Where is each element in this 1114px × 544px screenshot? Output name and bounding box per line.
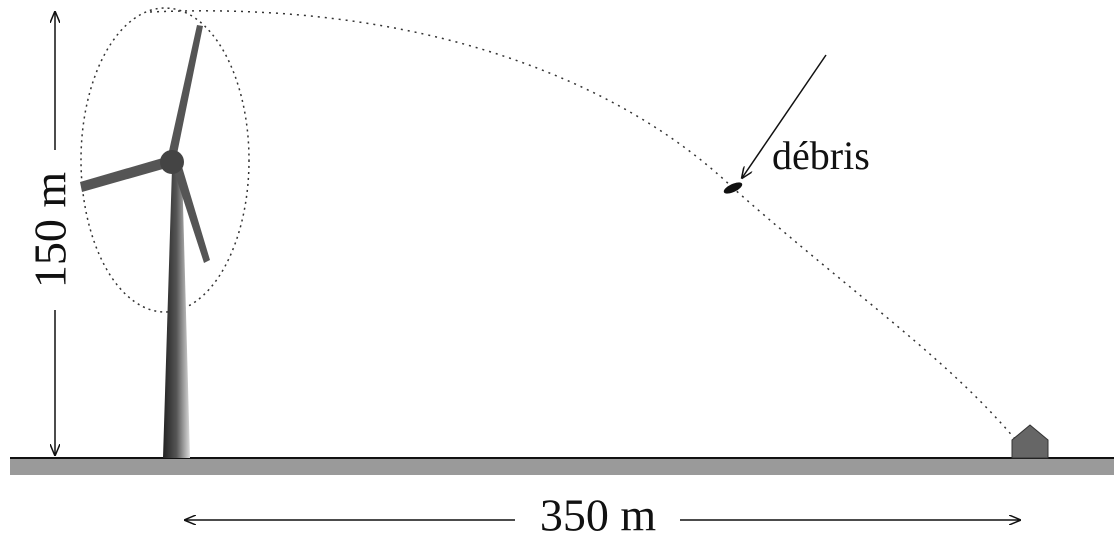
blade — [167, 25, 203, 164]
tower — [163, 168, 190, 458]
blade — [172, 160, 210, 263]
debris-label: débris — [772, 133, 870, 178]
height-label: 150 m — [25, 172, 76, 289]
blade — [80, 157, 170, 192]
distance-label: 350 m — [540, 490, 657, 541]
hub — [160, 150, 184, 174]
debris — [723, 182, 743, 194]
trajectory — [149, 10, 1021, 446]
debris-arrow — [742, 54, 827, 178]
ground — [10, 458, 1114, 475]
rotor-circle — [80, 7, 250, 313]
house — [1011, 424, 1049, 459]
